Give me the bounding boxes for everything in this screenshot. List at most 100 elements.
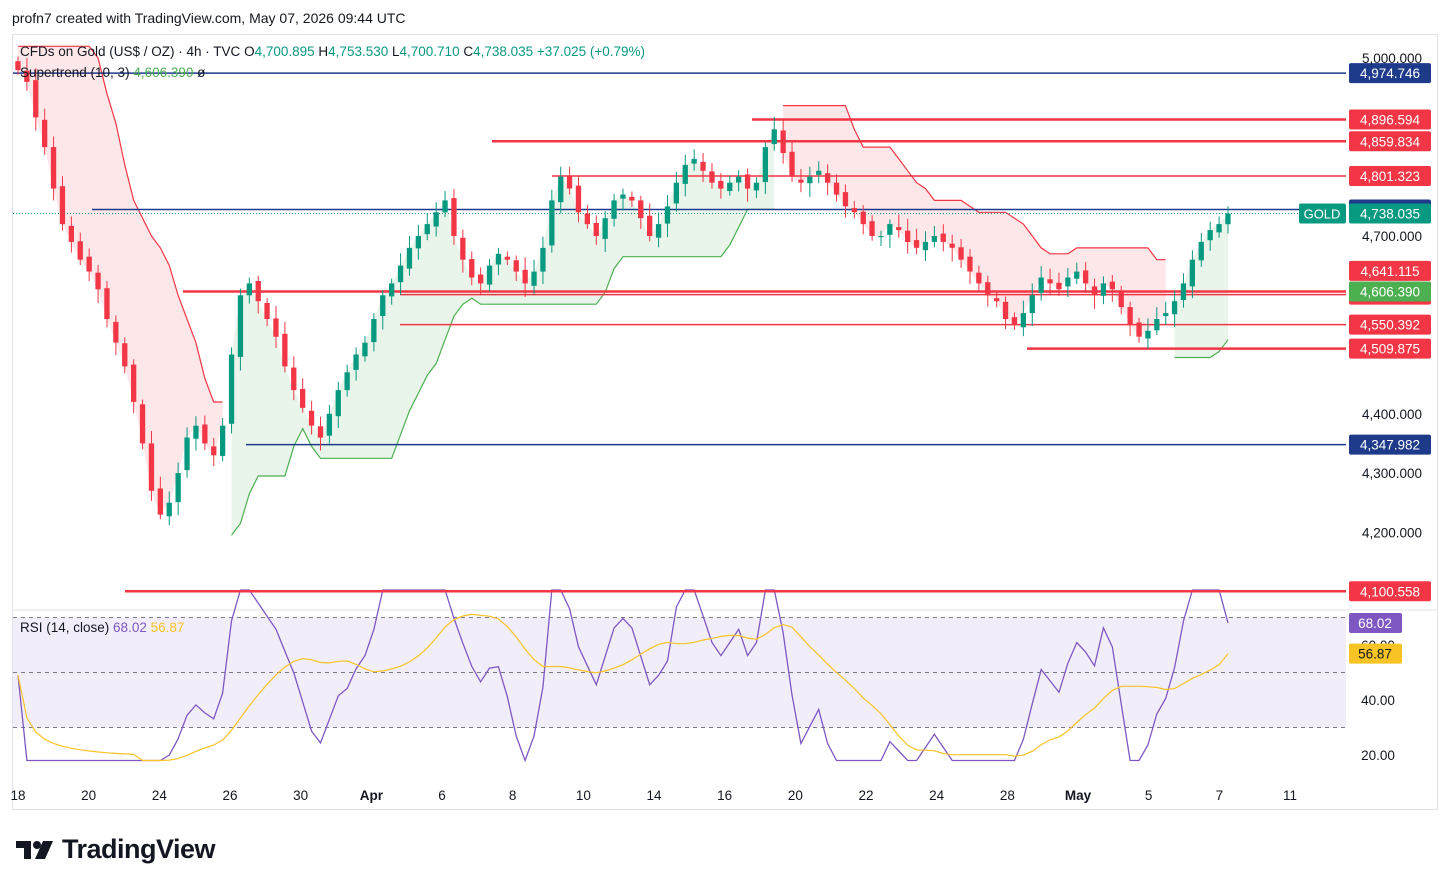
candle-body — [175, 473, 181, 503]
candle-body — [1136, 322, 1142, 337]
level-label: 4,509.875 — [1360, 342, 1420, 357]
time-tick: 22 — [858, 788, 873, 803]
candle-body — [807, 176, 813, 184]
price-tick: 4,700.000 — [1362, 229, 1422, 244]
rsi-legend[interactable]: RSI (14, close) 68.02 56.87 — [20, 620, 184, 635]
candle-body — [1216, 224, 1222, 233]
level-label-box — [1349, 109, 1431, 130]
level-label: 4,859.834 — [1360, 134, 1421, 149]
chart-frame — [12, 34, 1438, 810]
candle-body — [1065, 277, 1071, 287]
symbol-legend[interactable]: CFDs on Gold (US$ / OZ) · 4h · TVC O4,70… — [20, 44, 645, 59]
symbol-tag-box — [1299, 203, 1346, 224]
candle-body — [1038, 277, 1044, 293]
rsi-value: 68.02 — [113, 620, 147, 635]
supertrend-value: 4,606.390 — [133, 65, 194, 80]
candle-body — [220, 425, 226, 456]
supertrend-legend[interactable]: Supertrend (10, 3) 4,606.390 ø — [20, 65, 205, 80]
candle-body — [1189, 259, 1195, 287]
candle-body — [1171, 301, 1178, 315]
candle-body — [1180, 283, 1187, 300]
candle-body — [77, 241, 83, 260]
candle-body — [584, 213, 590, 225]
candle-body — [104, 288, 110, 319]
candle-body — [442, 200, 448, 213]
supertrend-bull-line — [231, 208, 775, 536]
candle-body — [1163, 313, 1169, 317]
candle-body — [816, 170, 822, 175]
supertrend-price-box — [1349, 281, 1431, 302]
candle-body — [1047, 279, 1053, 284]
candle-body — [15, 61, 21, 71]
high-value: 4,753.530 — [328, 44, 389, 59]
symbol-name[interactable]: CFDs on Gold (US$ / OZ) · 4h · TVC — [20, 44, 241, 59]
level-label: 4,100.558 — [1360, 584, 1420, 599]
time-tick: 8 — [509, 788, 517, 803]
level-label: 4,347.982 — [1360, 438, 1420, 453]
candle-body — [24, 70, 30, 82]
candle-body — [949, 243, 955, 248]
candle-body — [744, 174, 751, 189]
candle-body — [869, 221, 875, 236]
time-tick: 24 — [152, 788, 168, 803]
candle-body — [780, 130, 786, 153]
time-axis[interactable]: 18 20 24 26 30 Apr 6 8 10 14 16 20 22 24 28 May 5 7 11 — [10, 788, 1297, 803]
time-tick: 20 — [81, 788, 96, 803]
candle-body — [433, 212, 439, 227]
time-tick: 26 — [222, 788, 237, 803]
candle-body — [887, 224, 893, 235]
candle-body — [1118, 291, 1124, 308]
candle-body — [575, 185, 582, 213]
open-value: 4,700.895 — [254, 44, 315, 59]
candle-body — [157, 488, 163, 515]
candle-body — [896, 227, 902, 231]
candle-body — [335, 390, 341, 417]
chart-credit: profn7 created with TradingView.com, May… — [12, 10, 406, 26]
level-label-box — [1349, 260, 1431, 281]
candle-body — [1091, 286, 1098, 296]
candle-body — [825, 173, 831, 183]
candle-body — [655, 224, 662, 238]
time-tick: 14 — [646, 788, 662, 803]
candle-body — [762, 147, 768, 183]
main-pane — [13, 45, 1437, 611]
candle-body — [931, 236, 937, 242]
candle-body — [371, 319, 377, 343]
candle-body — [753, 182, 760, 191]
time-tick: 28 — [1000, 788, 1015, 803]
candle-body — [486, 265, 493, 285]
candle-body — [362, 342, 368, 357]
candle-body — [273, 318, 279, 337]
rsi-label[interactable]: RSI (14, close) — [20, 620, 110, 635]
candle-body — [469, 259, 475, 278]
level-label: 4,801.323 — [1360, 169, 1420, 184]
level-label-box — [1349, 131, 1431, 152]
candle-body — [558, 176, 564, 203]
level-label: 4,641.115 — [1360, 264, 1419, 279]
candle-body — [771, 129, 777, 145]
supertrend-bull-line — [1174, 339, 1229, 359]
time-tick: 5 — [1145, 788, 1153, 803]
candle-body — [344, 372, 350, 391]
price-axis[interactable]: 5,000.000 4,700.000 4,400.000 4,300.000 4,20… — [1362, 51, 1422, 540]
candle-body — [1154, 319, 1160, 331]
supertrend-label[interactable]: Supertrend (10, 3) — [20, 65, 130, 80]
candle-body — [397, 265, 404, 283]
rsi-ma-line — [17, 613, 1229, 762]
tradingview-logo[interactable]: TradingView — [16, 834, 216, 865]
time-tick: 7 — [1216, 788, 1224, 803]
tradingview-logo-icon — [16, 840, 53, 859]
candle-body — [798, 179, 804, 183]
candle-body — [95, 272, 101, 290]
last-price-box — [1349, 203, 1431, 224]
candle-body — [166, 502, 172, 517]
candle-body — [326, 413, 332, 436]
supertrend-bear-fill — [783, 105, 1166, 337]
horizontal-levels[interactable]: 4,974.7464,896.5944,859.8344,801.3234,74… — [13, 63, 1431, 602]
supertrend-price-label: 4,606.390 — [1360, 284, 1420, 299]
candle-body — [709, 171, 715, 183]
candle-body — [842, 192, 849, 207]
candle-body — [264, 303, 270, 319]
candle-body — [415, 236, 421, 249]
